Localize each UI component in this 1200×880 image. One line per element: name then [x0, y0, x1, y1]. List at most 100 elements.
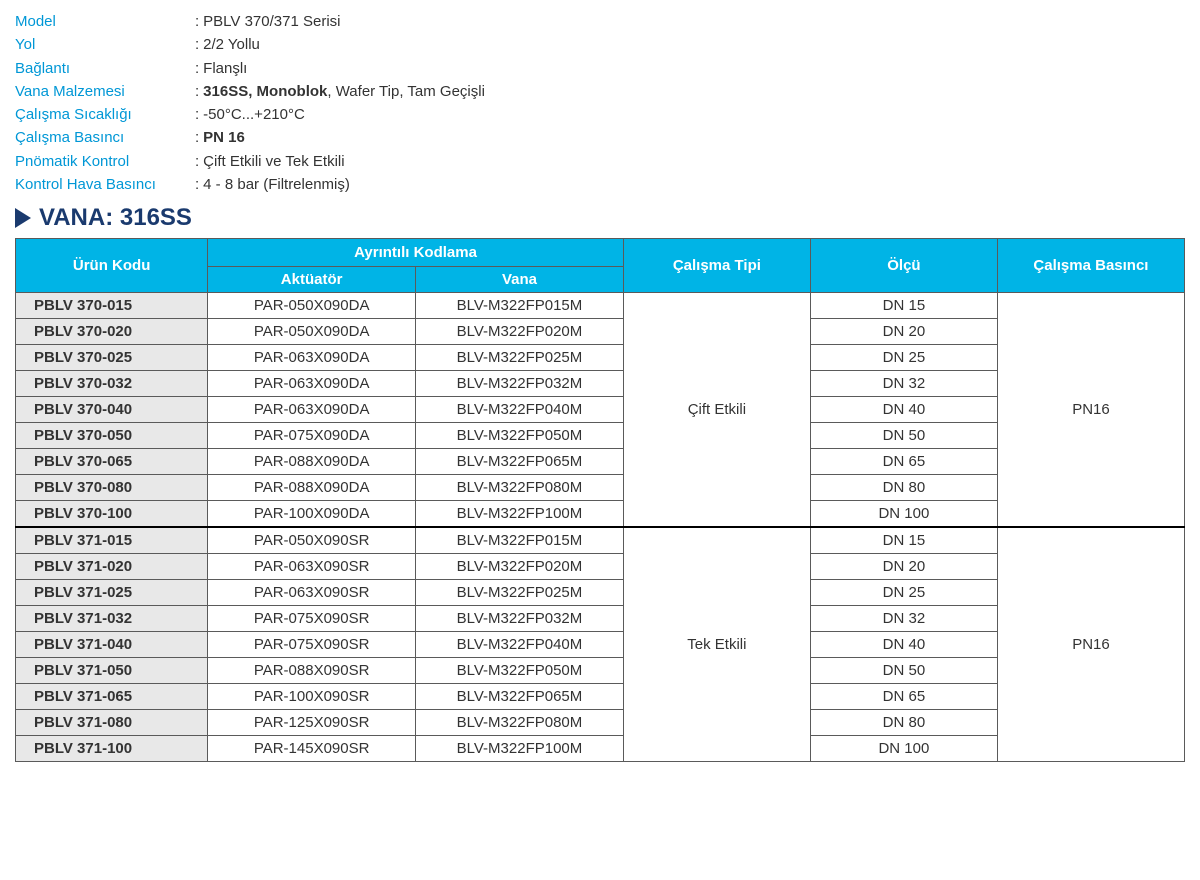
spec-separator: : [195, 33, 199, 56]
cell-actuator: PAR-075X090DA [208, 423, 416, 449]
spec-label: Bağlantı [15, 57, 195, 80]
cell-tip: Çift Etkili [623, 293, 810, 528]
cell-olcu: DN 50 [810, 658, 997, 684]
th-vana: Vana [416, 267, 624, 293]
cell-actuator: PAR-100X090SR [208, 684, 416, 710]
spec-label: Kontrol Hava Basıncı [15, 173, 195, 196]
cell-olcu: DN 100 [810, 501, 997, 528]
spec-separator: : [195, 80, 199, 103]
cell-vana: BLV-M322FP050M [416, 423, 624, 449]
spec-separator: : [195, 57, 199, 80]
spec-value: PBLV 370/371 Serisi [203, 10, 340, 33]
spec-separator: : [195, 103, 199, 126]
cell-vana: BLV-M322FP080M [416, 710, 624, 736]
cell-product-code: PBLV 370-025 [16, 345, 208, 371]
cell-product-code: PBLV 371-100 [16, 736, 208, 762]
spec-separator: : [195, 126, 199, 149]
cell-actuator: PAR-050X090DA [208, 293, 416, 319]
spec-label: Yol [15, 33, 195, 56]
spec-row: Çalışma Basıncı: PN 16 [15, 126, 1185, 149]
section-title-text: VANA: 316SS [39, 204, 192, 232]
spec-row: Bağlantı: Flanşlı [15, 57, 1185, 80]
spec-value: PN 16 [203, 126, 245, 149]
cell-actuator: PAR-088X090SR [208, 658, 416, 684]
spec-value: Çift Etkili ve Tek Etkili [203, 150, 344, 173]
cell-product-code: PBLV 370-050 [16, 423, 208, 449]
cell-actuator: PAR-063X090DA [208, 397, 416, 423]
spec-value: 4 - 8 bar (Filtrelenmiş) [203, 173, 350, 196]
cell-vana: BLV-M322FP015M [416, 527, 624, 554]
th-urun-kodu: Ürün Kodu [16, 239, 208, 293]
section-title: VANA: 316SS [15, 204, 1185, 232]
cell-vana: BLV-M322FP065M [416, 684, 624, 710]
cell-product-code: PBLV 371-015 [16, 527, 208, 554]
cell-vana: BLV-M322FP080M [416, 475, 624, 501]
cell-actuator: PAR-145X090SR [208, 736, 416, 762]
cell-olcu: DN 20 [810, 319, 997, 345]
spec-value: 2/2 Yollu [203, 33, 260, 56]
cell-olcu: DN 32 [810, 606, 997, 632]
cell-product-code: PBLV 370-020 [16, 319, 208, 345]
cell-product-code: PBLV 370-040 [16, 397, 208, 423]
cell-vana: BLV-M322FP020M [416, 319, 624, 345]
cell-actuator: PAR-050X090SR [208, 527, 416, 554]
cell-actuator: PAR-125X090SR [208, 710, 416, 736]
spec-label: Model [15, 10, 195, 33]
cell-olcu: DN 25 [810, 345, 997, 371]
th-basinc: Çalışma Basıncı [997, 239, 1184, 293]
cell-olcu: DN 25 [810, 580, 997, 606]
cell-product-code: PBLV 371-065 [16, 684, 208, 710]
product-table: Ürün Kodu Ayrıntılı Kodlama Çalışma Tipi… [15, 238, 1185, 762]
spec-separator: : [195, 173, 199, 196]
cell-actuator: PAR-063X090DA [208, 345, 416, 371]
cell-actuator: PAR-063X090SR [208, 580, 416, 606]
cell-vana: BLV-M322FP050M [416, 658, 624, 684]
spec-value: Flanşlı [203, 57, 247, 80]
cell-olcu: DN 40 [810, 632, 997, 658]
cell-product-code: PBLV 370-080 [16, 475, 208, 501]
cell-vana: BLV-M322FP025M [416, 580, 624, 606]
spec-value: 316SS, Monoblok, Wafer Tip, Tam Geçişli [203, 80, 485, 103]
cell-product-code: PBLV 371-025 [16, 580, 208, 606]
cell-product-code: PBLV 371-050 [16, 658, 208, 684]
cell-vana: BLV-M322FP100M [416, 501, 624, 528]
cell-olcu: DN 20 [810, 554, 997, 580]
cell-olcu: DN 80 [810, 475, 997, 501]
spec-row: Vana Malzemesi: 316SS, Monoblok, Wafer T… [15, 80, 1185, 103]
spec-row: Çalışma Sıcaklığı: -50°C...+210°C [15, 103, 1185, 126]
cell-actuator: PAR-063X090DA [208, 371, 416, 397]
cell-olcu: DN 80 [810, 710, 997, 736]
spec-separator: : [195, 10, 199, 33]
cell-product-code: PBLV 370-032 [16, 371, 208, 397]
cell-product-code: PBLV 371-020 [16, 554, 208, 580]
spec-list: Model: PBLV 370/371 SerisiYol: 2/2 Yollu… [15, 10, 1185, 196]
cell-product-code: PBLV 370-065 [16, 449, 208, 475]
cell-actuator: PAR-050X090DA [208, 319, 416, 345]
table-row: PBLV 370-015PAR-050X090DABLV-M322FP015MÇ… [16, 293, 1185, 319]
spec-label: Pnömatik Kontrol [15, 150, 195, 173]
th-tip: Çalışma Tipi [623, 239, 810, 293]
spec-row: Model: PBLV 370/371 Serisi [15, 10, 1185, 33]
spec-label: Çalışma Sıcaklığı [15, 103, 195, 126]
cell-vana: BLV-M322FP032M [416, 371, 624, 397]
cell-vana: BLV-M322FP015M [416, 293, 624, 319]
cell-actuator: PAR-088X090DA [208, 475, 416, 501]
cell-basinc: PN16 [997, 293, 1184, 528]
cell-actuator: PAR-088X090DA [208, 449, 416, 475]
cell-olcu: DN 65 [810, 449, 997, 475]
cell-vana: BLV-M322FP025M [416, 345, 624, 371]
cell-basinc: PN16 [997, 527, 1184, 762]
spec-row: Yol: 2/2 Yollu [15, 33, 1185, 56]
cell-actuator: PAR-075X090SR [208, 606, 416, 632]
cell-tip: Tek Etkili [623, 527, 810, 762]
cell-olcu: DN 15 [810, 293, 997, 319]
cell-vana: BLV-M322FP032M [416, 606, 624, 632]
cell-olcu: DN 65 [810, 684, 997, 710]
cell-product-code: PBLV 371-080 [16, 710, 208, 736]
th-aktuator: Aktüatör [208, 267, 416, 293]
cell-vana: BLV-M322FP040M [416, 397, 624, 423]
cell-vana: BLV-M322FP040M [416, 632, 624, 658]
cell-vana: BLV-M322FP065M [416, 449, 624, 475]
cell-product-code: PBLV 371-040 [16, 632, 208, 658]
cell-olcu: DN 40 [810, 397, 997, 423]
